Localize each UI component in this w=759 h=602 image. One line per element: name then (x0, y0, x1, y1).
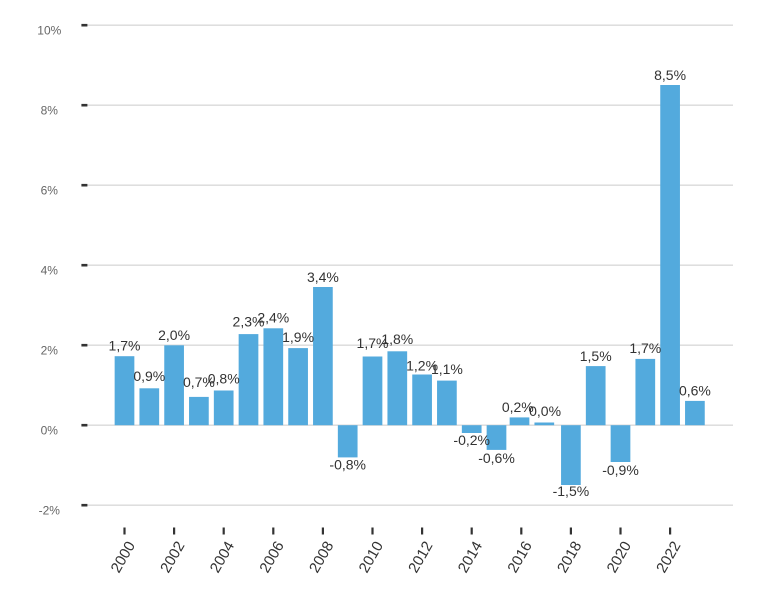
svg-text:0,0%: 0,0% (529, 403, 561, 419)
svg-text:-0,6%: -0,6% (478, 450, 515, 466)
svg-text:2,3%: 2,3% (233, 313, 265, 329)
svg-text:1,9%: 1,9% (282, 329, 314, 345)
svg-text:8%: 8% (41, 104, 59, 118)
svg-text:1,1%: 1,1% (431, 361, 463, 377)
svg-text:2,0%: 2,0% (158, 327, 190, 343)
svg-text:1,7%: 1,7% (109, 338, 141, 354)
svg-text:-0,2%: -0,2% (453, 432, 490, 448)
svg-text:0,2%: 0,2% (502, 399, 534, 415)
svg-text:8,5%: 8,5% (654, 67, 686, 83)
svg-text:-0,9%: -0,9% (602, 462, 639, 478)
svg-text:1,5%: 1,5% (580, 348, 612, 364)
svg-text:0%: 0% (41, 424, 59, 438)
svg-text:2,4%: 2,4% (257, 309, 289, 325)
svg-text:2%: 2% (41, 344, 59, 358)
svg-text:1,7%: 1,7% (357, 335, 389, 351)
svg-text:0,7%: 0,7% (183, 374, 215, 390)
svg-text:1,7%: 1,7% (629, 340, 661, 356)
svg-text:3,4%: 3,4% (307, 269, 339, 285)
svg-text:1,2%: 1,2% (406, 357, 438, 373)
svg-text:0,6%: 0,6% (679, 382, 711, 398)
svg-text:10%: 10% (37, 24, 61, 38)
svg-text:-1,5%: -1,5% (553, 483, 590, 499)
svg-text:0,9%: 0,9% (133, 368, 165, 384)
svg-text:4%: 4% (41, 264, 59, 278)
svg-text:-2%: -2% (39, 504, 61, 518)
svg-text:0,8%: 0,8% (208, 371, 240, 387)
svg-text:-0,8%: -0,8% (329, 457, 366, 473)
svg-text:1,8%: 1,8% (381, 331, 413, 347)
svg-text:6%: 6% (41, 184, 59, 198)
